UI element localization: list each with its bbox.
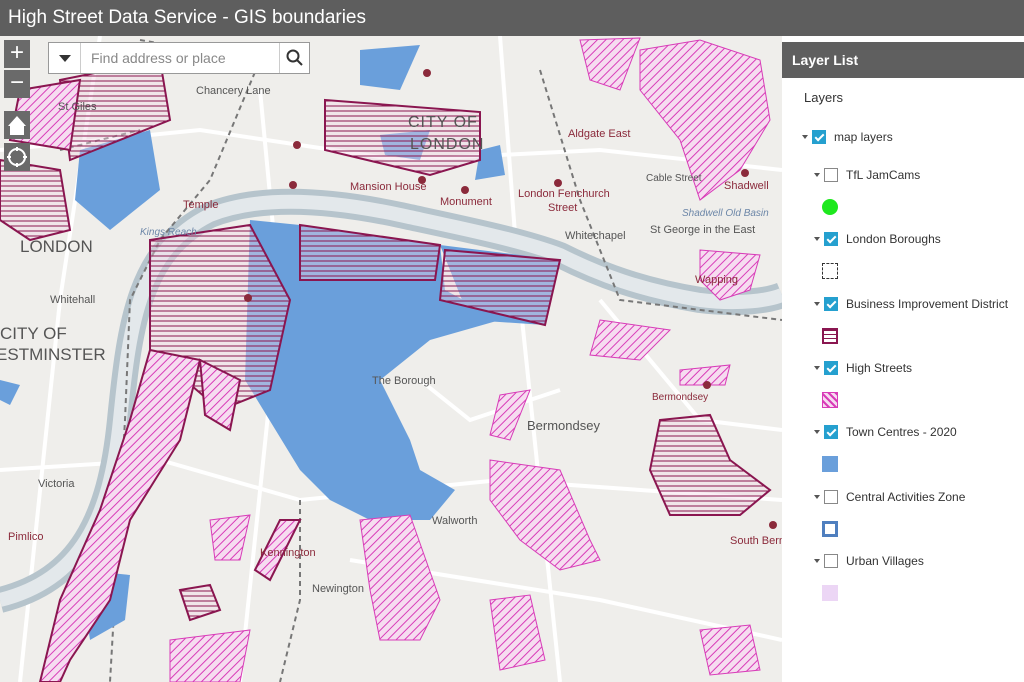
map-label: London Fenchurch [518, 188, 610, 200]
map-label: Chancery Lane [196, 85, 271, 97]
expand-arrow[interactable] [814, 430, 820, 435]
map-label: Cable Street [646, 173, 702, 184]
expand-arrow[interactable] [802, 135, 808, 139]
map-label: Temple [183, 199, 218, 211]
map-label: Walworth [432, 515, 477, 527]
layer-name: High Streets [846, 360, 913, 375]
expand-arrow[interactable] [814, 237, 820, 242]
map-label: Street [548, 202, 577, 214]
layers-heading: Layers [804, 90, 844, 105]
search-icon [286, 49, 303, 66]
map-label: Whitechapel [565, 230, 626, 242]
layer-checkbox[interactable] [824, 360, 838, 375]
layer-checkbox[interactable] [824, 232, 838, 247]
layer-checkbox[interactable] [824, 553, 838, 568]
map-label: Monument [440, 196, 492, 208]
map-label: Mansion House [350, 181, 426, 193]
map-label: Whitehall [50, 294, 95, 306]
legend-swatch [822, 391, 838, 408]
legend-swatch [822, 456, 838, 473]
legend-swatch [822, 584, 838, 601]
layer-name: map layers [834, 130, 893, 144]
stations [244, 69, 777, 529]
layer-row: High Streets [814, 360, 913, 375]
layer-name: Central Activities Zone [846, 489, 966, 504]
layer-name: Business Improvement District [846, 296, 1009, 311]
map-labels: Chancery Lane St Giles Temple Mansion Ho… [0, 85, 782, 595]
map-label: Pimlico [8, 531, 43, 543]
layer-list-panel: Layer List Layers map layers TfL JamCams L… [782, 36, 1024, 682]
map-label: Shadwell Old Basin [682, 208, 769, 219]
layer-checkbox[interactable] [824, 296, 838, 311]
expand-arrow[interactable] [814, 173, 820, 177]
map-label: Kings Reach [140, 227, 197, 238]
map-label: CITY OF [0, 324, 67, 343]
map-label: LONDON [20, 237, 93, 256]
map-label: St Giles [58, 101, 97, 113]
layer-row: map layers [802, 130, 893, 144]
home-button[interactable] [4, 111, 30, 139]
expand-arrow[interactable] [814, 558, 820, 563]
expand-arrow[interactable] [814, 365, 820, 370]
search-button[interactable] [279, 43, 309, 73]
map-label: Aldgate East [568, 128, 630, 140]
layer-row: TfL JamCams [814, 168, 920, 182]
layer-name: Urban Villages [846, 553, 924, 568]
layer-name: Town Centres - 2020 [846, 425, 957, 440]
legend-swatch [822, 520, 838, 537]
expand-arrow[interactable] [814, 301, 820, 306]
business-improvement-districts [0, 58, 772, 622]
search-widget: Find address or place [48, 42, 310, 74]
search-source-dropdown[interactable] [49, 43, 81, 73]
layer-row: Town Centres - 2020 [814, 425, 957, 440]
legend-swatch [822, 327, 838, 344]
layer-row: Central Activities Zone [814, 489, 966, 504]
high-street-blobs [169, 37, 771, 682]
map-label: Victoria [38, 478, 75, 490]
layer-row: Business Improvement District [814, 296, 1009, 311]
layer-checkbox[interactable] [812, 130, 826, 144]
map-label: CITY OF [408, 114, 478, 131]
map-label: South Bermondsey [730, 535, 782, 547]
dropdown-arrow [58, 54, 71, 62]
map[interactable]: Chancery Lane St Giles Temple Mansion Ho… [0, 0, 782, 682]
panel-title: Layer List [782, 42, 1024, 78]
layer-name: London Boroughs [846, 232, 941, 247]
map-label: Newington [312, 583, 364, 595]
zoom-out[interactable]: − [4, 70, 30, 98]
map-label: Bermondsey [652, 392, 708, 403]
map-label: LONDON [410, 136, 484, 153]
map-label: Wapping [695, 274, 738, 286]
map-label: WESTMINSTER [0, 345, 106, 364]
map-label: The Borough [372, 375, 436, 387]
legend-swatch [822, 263, 838, 280]
map-label: St George in the East [650, 224, 755, 236]
search-input[interactable]: Find address or place [91, 50, 226, 66]
layer-checkbox[interactable] [824, 489, 838, 504]
layer-checkbox[interactable] [824, 168, 838, 182]
legend-swatch [822, 199, 838, 215]
map-label: Bermondsey [527, 418, 600, 433]
layer-row: Urban Villages [814, 553, 924, 568]
map-label: Kennington [260, 547, 316, 559]
layer-checkbox[interactable] [824, 425, 838, 440]
locate-button[interactable] [4, 143, 30, 171]
layer-name: TfL JamCams [846, 168, 921, 182]
expand-arrow[interactable] [814, 494, 820, 499]
river-inner [0, 194, 782, 607]
layer-row: London Boroughs [814, 232, 941, 247]
zoom-in[interactable]: + [4, 40, 30, 68]
map-label: Shadwell [724, 180, 769, 192]
app-title: High Street Data Service - GIS boundarie… [0, 0, 1024, 36]
